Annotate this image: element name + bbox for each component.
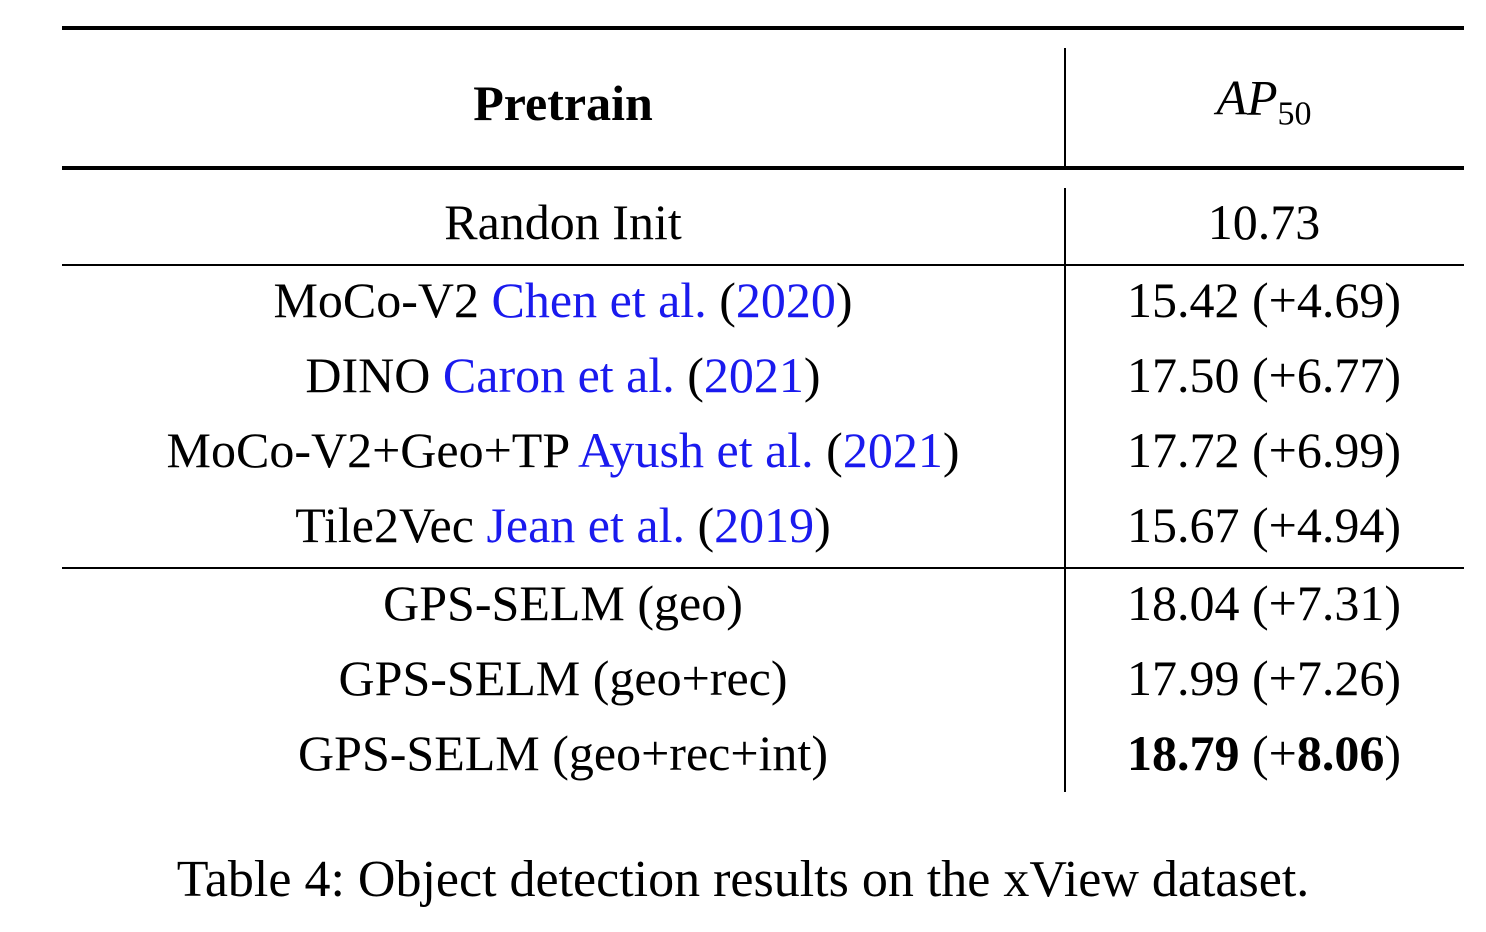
ap-value: 18.79 xyxy=(1126,725,1240,781)
ap-value: 17.72 xyxy=(1126,422,1240,478)
section-rule xyxy=(62,264,1464,266)
paren: ) xyxy=(1384,422,1402,478)
ap-gain: 6.99 xyxy=(1296,422,1385,478)
ap-value: 18.04 xyxy=(1126,575,1240,631)
sign: + xyxy=(1268,650,1297,706)
result-cell: 15.42 (+4.69) xyxy=(1127,270,1401,330)
pretrain-cell: GPS-SELM (geo+rec) xyxy=(339,648,788,708)
paren: ) xyxy=(1384,347,1402,403)
paren: ) xyxy=(803,347,821,403)
sign: + xyxy=(1268,347,1297,403)
pretrain-cell: Randon Init xyxy=(444,192,681,252)
method-name: DINO xyxy=(305,347,431,403)
ap-gain: 4.69 xyxy=(1296,272,1385,328)
method-name: Randon Init xyxy=(444,194,682,250)
citation-authors: Jean et al. xyxy=(486,497,685,553)
paren: ) xyxy=(1384,650,1402,706)
ap-gain: 4.94 xyxy=(1296,497,1385,553)
header-pretrain: Pretrain xyxy=(473,75,653,131)
paren: ( xyxy=(1251,575,1269,631)
ap-gain: 7.31 xyxy=(1296,575,1385,631)
pretrain-cell: DINO Caron et al. (2021) xyxy=(305,345,820,405)
paren: ) xyxy=(1384,725,1402,781)
paren: ) xyxy=(835,272,853,328)
section-rule xyxy=(62,567,1464,569)
caption: Table 4: Object detection results on the… xyxy=(176,851,1310,908)
paren: ) xyxy=(814,497,831,553)
ap-gain: 8.06 xyxy=(1296,725,1385,781)
ap-value: 15.42 xyxy=(1126,272,1240,328)
paren: ( xyxy=(697,497,715,553)
result-cell: 15.67 (+4.94) xyxy=(1127,495,1401,555)
sign: + xyxy=(1268,422,1297,478)
ap-gain: 7.26 xyxy=(1296,650,1385,706)
method-name: MoCo-V2 xyxy=(273,272,480,328)
method-name: GPS-SELM (geo+rec+int) xyxy=(298,725,828,781)
ap-value: 17.99 xyxy=(1126,650,1240,706)
sign: + xyxy=(1268,575,1297,631)
pretrain-cell: MoCo-V2+Geo+TP Ayush et al. (2021) xyxy=(167,420,960,480)
pretrain-cell: GPS-SELM (geo) xyxy=(383,573,743,633)
paren: ( xyxy=(1251,650,1269,706)
pretrain-cell: GPS-SELM (geo+rec+int) xyxy=(298,723,828,783)
paren: ) xyxy=(1384,497,1402,553)
sign: + xyxy=(1268,272,1297,328)
method-name: GPS-SELM (geo+rec) xyxy=(338,650,788,706)
sign: + xyxy=(1268,497,1297,553)
ap-value: 15.67 xyxy=(1126,497,1240,553)
method-name: GPS-SELM (geo) xyxy=(383,575,743,631)
ap-gain: 6.77 xyxy=(1296,347,1385,403)
citation-year: 2021 xyxy=(703,347,804,403)
header-rule xyxy=(62,166,1464,170)
paren: ( xyxy=(1251,272,1269,328)
header-metric: AP50 xyxy=(1216,68,1311,145)
metric-subscript: 50 xyxy=(1277,95,1312,133)
paren: ( xyxy=(1251,725,1269,781)
citation-authors: Caron et al. xyxy=(442,347,675,403)
method-name: MoCo-V2+Geo+TP xyxy=(166,422,569,478)
paren: ( xyxy=(826,422,843,478)
result-cell: 18.04 (+7.31) xyxy=(1127,573,1401,633)
result-cell: 17.72 (+6.99) xyxy=(1127,420,1401,480)
paren: ( xyxy=(1251,422,1269,478)
ap-value: 17.50 xyxy=(1126,347,1240,403)
paren: ( xyxy=(1251,497,1269,553)
metric-base: AP xyxy=(1216,69,1278,126)
paren: ( xyxy=(719,272,736,328)
pretrain-cell: MoCo-V2 Chen et al. (2020) xyxy=(273,270,852,330)
paren: ) xyxy=(1384,272,1402,328)
result-cell: 18.79 (+8.06) xyxy=(1127,723,1401,783)
ap-value: 10.73 xyxy=(1207,194,1321,250)
citation-authors: Ayush et al. xyxy=(578,422,814,478)
paren: ) xyxy=(1384,575,1402,631)
column-divider xyxy=(1064,188,1066,792)
result-cell: 17.50 (+6.77) xyxy=(1127,345,1401,405)
pretrain-cell: Tile2Vec Jean et al. (2019) xyxy=(295,495,831,555)
citation-year: 2021 xyxy=(842,422,943,478)
top-rule xyxy=(62,26,1464,30)
paren: ( xyxy=(687,347,704,403)
paren: ) xyxy=(942,422,960,478)
citation-year: 2019 xyxy=(714,497,815,553)
paren: ( xyxy=(1251,347,1269,403)
citation-year: 2020 xyxy=(735,272,836,328)
result-cell: 10.73 xyxy=(1208,192,1321,252)
column-divider xyxy=(1064,48,1066,166)
sign: + xyxy=(1268,725,1297,781)
citation-authors: Chen et al. xyxy=(491,272,707,328)
result-cell: 17.99 (+7.26) xyxy=(1127,648,1401,708)
method-name: Tile2Vec xyxy=(295,497,474,553)
